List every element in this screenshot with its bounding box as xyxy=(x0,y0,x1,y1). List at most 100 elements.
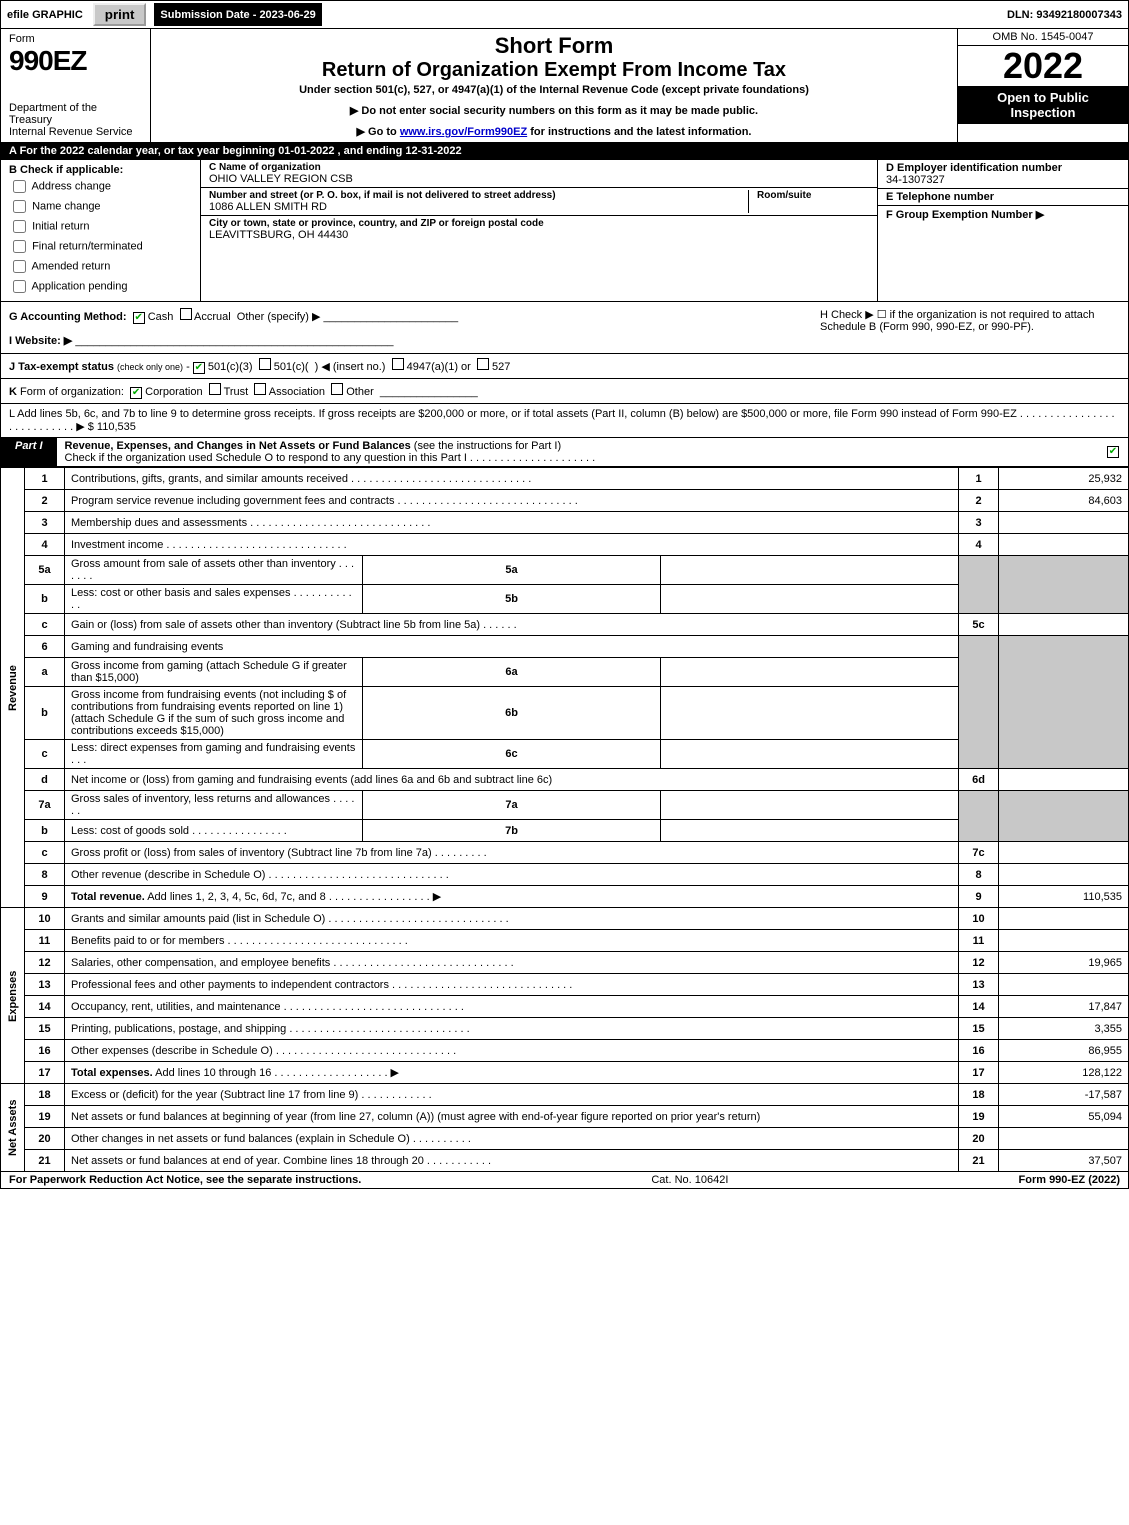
line-10-num: 10 xyxy=(25,908,65,930)
line-21-amt: 37,507 xyxy=(999,1150,1129,1172)
dept-label: Department of the Treasury Internal Reve… xyxy=(9,102,142,138)
line-3-lbl: 3 xyxy=(959,512,999,534)
row-g-h: G Accounting Method: Cash Accrual Other … xyxy=(0,302,1129,354)
line-5a-subamt xyxy=(661,556,959,585)
chk-final-return[interactable]: Final return/terminated xyxy=(9,237,192,256)
line-2-desc: Program service revenue including govern… xyxy=(65,490,959,512)
street-label: Number and street (or P. O. box, if mail… xyxy=(209,190,740,201)
line-7a-subamt xyxy=(661,791,959,820)
form-number: 990EZ xyxy=(9,45,142,77)
chk-527[interactable] xyxy=(477,358,489,370)
header-center: Short Form Return of Organization Exempt… xyxy=(151,29,958,142)
line-6b-subamt xyxy=(661,687,959,740)
irs-link[interactable]: www.irs.gov/Form990EZ xyxy=(400,126,527,138)
line-19-amt: 55,094 xyxy=(999,1106,1129,1128)
chk-4947[interactable] xyxy=(392,358,404,370)
line-5c-num: c xyxy=(25,614,65,636)
chk-other[interactable] xyxy=(331,383,343,395)
chk-501c[interactable] xyxy=(259,358,271,370)
line-12-desc: Salaries, other compensation, and employ… xyxy=(65,952,959,974)
line-1-amt: 25,932 xyxy=(999,468,1129,490)
phone-label: E Telephone number xyxy=(886,191,994,203)
chk-initial-return[interactable]: Initial return xyxy=(9,217,192,236)
line-8-amt xyxy=(999,864,1129,886)
g-accounting: G Accounting Method: Cash Accrual Other … xyxy=(9,308,820,347)
g-label: G Accounting Method: xyxy=(9,311,127,323)
header-left: Form 990EZ Department of the Treasury In… xyxy=(1,29,151,142)
part-1-tag: Part I xyxy=(1,438,57,466)
line-5c-amt xyxy=(999,614,1129,636)
line-6-desc: Gaming and fundraising events xyxy=(65,636,959,658)
tax-year: 2022 xyxy=(958,46,1128,86)
chk-application-pending[interactable]: Application pending xyxy=(9,277,192,296)
form-word: Form xyxy=(9,33,142,45)
omb-number: OMB No. 1545-0047 xyxy=(958,29,1128,46)
return-title: Return of Organization Exempt From Incom… xyxy=(161,59,947,82)
chk-address-change[interactable]: Address change xyxy=(9,177,192,196)
line-7c-num: c xyxy=(25,842,65,864)
part-1-schedule-o-chk[interactable] xyxy=(1098,438,1128,466)
form-header: Form 990EZ Department of the Treasury In… xyxy=(0,29,1129,143)
line-18-desc: Excess or (deficit) for the year (Subtra… xyxy=(65,1084,959,1106)
org-name: OHIO VALLEY REGION CSB xyxy=(209,173,869,185)
line-1-lbl: 1 xyxy=(959,468,999,490)
line-5c-desc: Gain or (loss) from sale of assets other… xyxy=(65,614,959,636)
line-21-desc: Net assets or fund balances at end of ye… xyxy=(65,1150,959,1172)
line-6abc-shade-lbl xyxy=(959,636,999,769)
ein-value: 34-1307327 xyxy=(886,174,945,186)
chk-cash[interactable] xyxy=(133,312,145,324)
line-14-num: 14 xyxy=(25,996,65,1018)
chk-accrual[interactable] xyxy=(180,308,192,320)
line-6d-desc: Net income or (loss) from gaming and fun… xyxy=(65,769,959,791)
line-17-desc: Total expenses. Add lines 10 through 16 … xyxy=(65,1062,959,1084)
line-4-desc: Investment income xyxy=(65,534,959,556)
line-7a-num: 7a xyxy=(25,791,65,820)
line-17-amt: 128,122 xyxy=(999,1062,1129,1084)
line-18-amt: -17,587 xyxy=(999,1084,1129,1106)
line-6d-lbl: 6d xyxy=(959,769,999,791)
city-value: LEAVITTSBURG, OH 44430 xyxy=(209,229,869,241)
line-11-amt xyxy=(999,930,1129,952)
street-value: 1086 ALLEN SMITH RD xyxy=(209,201,740,213)
line-8-desc: Other revenue (describe in Schedule O) xyxy=(65,864,959,886)
line-16-desc: Other expenses (describe in Schedule O) xyxy=(65,1040,959,1062)
line-5a-num: 5a xyxy=(25,556,65,585)
chk-association[interactable] xyxy=(254,383,266,395)
line-2-amt: 84,603 xyxy=(999,490,1129,512)
line-4-num: 4 xyxy=(25,534,65,556)
chk-name-change[interactable]: Name change xyxy=(9,197,192,216)
efile-label: efile GRAPHIC xyxy=(1,1,89,28)
revenue-label: Revenue xyxy=(1,468,25,908)
line-7a-desc: Gross sales of inventory, less returns a… xyxy=(65,791,363,820)
line-6-num: 6 xyxy=(25,636,65,658)
line-14-lbl: 14 xyxy=(959,996,999,1018)
part-1-header: Part I Revenue, Expenses, and Changes in… xyxy=(0,438,1129,467)
header-right: OMB No. 1545-0047 2022 Open to Public In… xyxy=(958,29,1128,142)
line-11-desc: Benefits paid to or for members xyxy=(65,930,959,952)
line-7b-subamt xyxy=(661,820,959,842)
col-def: D Employer identification number 34-1307… xyxy=(878,160,1128,301)
chk-501c3[interactable] xyxy=(193,362,205,374)
line-5c-lbl: 5c xyxy=(959,614,999,636)
short-form-title: Short Form xyxy=(161,33,947,59)
line-20-num: 20 xyxy=(25,1128,65,1150)
line-8-num: 8 xyxy=(25,864,65,886)
footer-right: Form 990-EZ (2022) xyxy=(1019,1174,1121,1186)
line-9-lbl: 9 xyxy=(959,886,999,908)
line-18-lbl: 18 xyxy=(959,1084,999,1106)
line-7a-sublbl: 7a xyxy=(363,791,661,820)
line-15-num: 15 xyxy=(25,1018,65,1040)
chk-trust[interactable] xyxy=(209,383,221,395)
line-9-amt: 110,535 xyxy=(999,886,1129,908)
line-10-lbl: 10 xyxy=(959,908,999,930)
ssn-warning: Do not enter social security numbers on … xyxy=(161,104,947,117)
print-button[interactable]: print xyxy=(93,3,147,26)
line-20-amt xyxy=(999,1128,1129,1150)
line-18-num: 18 xyxy=(25,1084,65,1106)
line-7b-num: b xyxy=(25,820,65,842)
chk-amended-return[interactable]: Amended return xyxy=(9,257,192,276)
goto-prefix: Go to xyxy=(368,126,400,138)
chk-corporation[interactable] xyxy=(130,387,142,399)
line-3-desc: Membership dues and assessments xyxy=(65,512,959,534)
name-label: C Name of organization xyxy=(209,162,869,173)
